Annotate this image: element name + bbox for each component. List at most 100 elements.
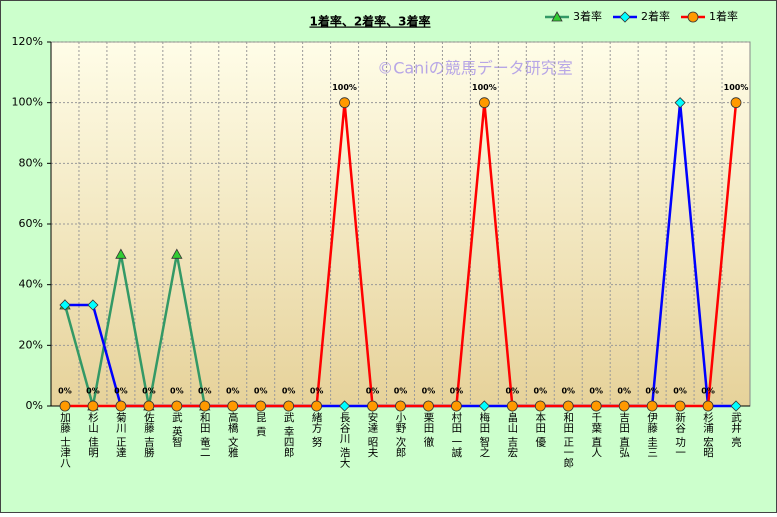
marker [478,97,490,109]
marker [395,400,406,412]
legend-label: 3着率 [573,9,602,23]
x-tick-label: 安達 昭夫 [367,411,379,458]
x-tick-label: 伊藤 圭三 [646,412,658,457]
marker [339,400,351,412]
x-tick-label: 昆 貢 [255,412,267,437]
marker [59,299,71,311]
marker [143,400,155,412]
data-label: 100% [472,83,497,92]
x-tick-label: 加藤 士津八 [59,412,71,468]
data-label: 0% [701,387,715,396]
marker [87,299,99,311]
marker [311,400,323,412]
data-label: 0% [506,387,520,396]
marker [534,400,546,412]
y-tick-label: 60% [19,217,43,230]
marker [255,400,267,412]
marker [551,11,563,22]
data-label: 0% [198,387,212,396]
marker [478,400,490,412]
series-line [63,254,207,407]
watermark: ©Caniの競馬データ研究室 [377,59,573,78]
x-tick-label: 菊川 正達 [115,412,127,457]
marker [339,97,350,109]
data-label: 0% [282,387,296,396]
x-tick-label: 長谷川 浩大 [339,412,351,469]
data-label: 0% [58,387,72,396]
x-tick-label: 和田 正一郎 [562,412,574,469]
x-tick-label: 武井 亮 [730,411,742,447]
marker [730,400,742,412]
data-label: 0% [589,387,603,396]
marker [87,400,99,412]
marker [451,400,462,412]
y-tick-label: 40% [19,278,43,291]
x-tick-label: 和田 竜二 [199,412,211,457]
marker [687,11,699,23]
data-label: 0% [561,387,575,396]
marker [674,97,686,109]
y-tick-label: 120% [12,35,43,48]
chart-title: 1着率、2着率、3着率 [309,14,430,29]
marker [702,400,714,412]
data-label: 0% [142,387,156,396]
data-label: 0% [394,387,408,396]
marker [590,400,602,412]
x-tick-label: 新谷 功一 [674,411,686,457]
marker [506,400,518,412]
x-tick-label: 緒方 努 [311,411,323,447]
y-tick-label: 0% [26,399,43,412]
y-tick-label: 100% [12,96,43,109]
x-tick-label: 村田 一誠 [450,411,462,458]
marker [674,400,686,412]
data-label: 0% [254,387,268,396]
data-label: 0% [114,387,128,396]
marker [171,400,183,412]
marker [619,11,631,23]
legend-label: 2着率 [641,9,670,23]
x-tick-label: 武 英智 [171,411,183,447]
data-label: 0% [617,387,631,396]
y-tick-label: 80% [19,156,43,169]
data-label: 0% [226,387,240,396]
marker [171,248,183,259]
data-label: 0% [422,387,436,396]
x-tick-label: 本田 優 [534,411,546,447]
marker [115,248,127,259]
y-tick-label: 20% [19,338,43,351]
marker [59,400,71,412]
marker [562,400,574,412]
x-tick-label: 千葉 直人 [590,412,602,457]
x-tick-label: 畠山 吉宏 [506,411,518,458]
x-tick-label: 吉田 直弘 [618,412,630,458]
x-tick-label: 武 幸四郎 [283,411,295,458]
x-tick-label: 佐藤 吉勝 [143,411,155,458]
legend-label: 1着率 [709,9,738,23]
marker [730,97,742,109]
data-label: 0% [170,387,184,396]
marker [227,400,239,412]
x-tick-label: 杉山 佳明 [87,411,99,458]
x-tick-label: 小野 次郎 [395,412,407,458]
x-tick-label: 栗田 徹 [422,412,434,448]
marker [115,400,127,412]
x-tick-label: 杉浦 宏昭 [702,411,714,458]
data-label: 0% [366,387,380,396]
marker [646,400,658,412]
data-label: 0% [450,387,464,396]
x-tick-label: 高橋 文雅 [227,411,239,458]
data-label: 0% [645,387,659,396]
data-label: 100% [332,83,357,92]
marker [367,400,378,412]
marker [283,400,295,412]
data-label: 0% [673,387,687,396]
x-tick-label: 梅田 智之 [478,411,490,457]
marker [199,400,211,412]
data-label: 0% [86,387,100,396]
marker [423,400,434,412]
data-label: 0% [310,387,324,396]
data-label: 0% [534,387,548,396]
marker [618,400,630,412]
data-label: 100% [724,83,749,92]
